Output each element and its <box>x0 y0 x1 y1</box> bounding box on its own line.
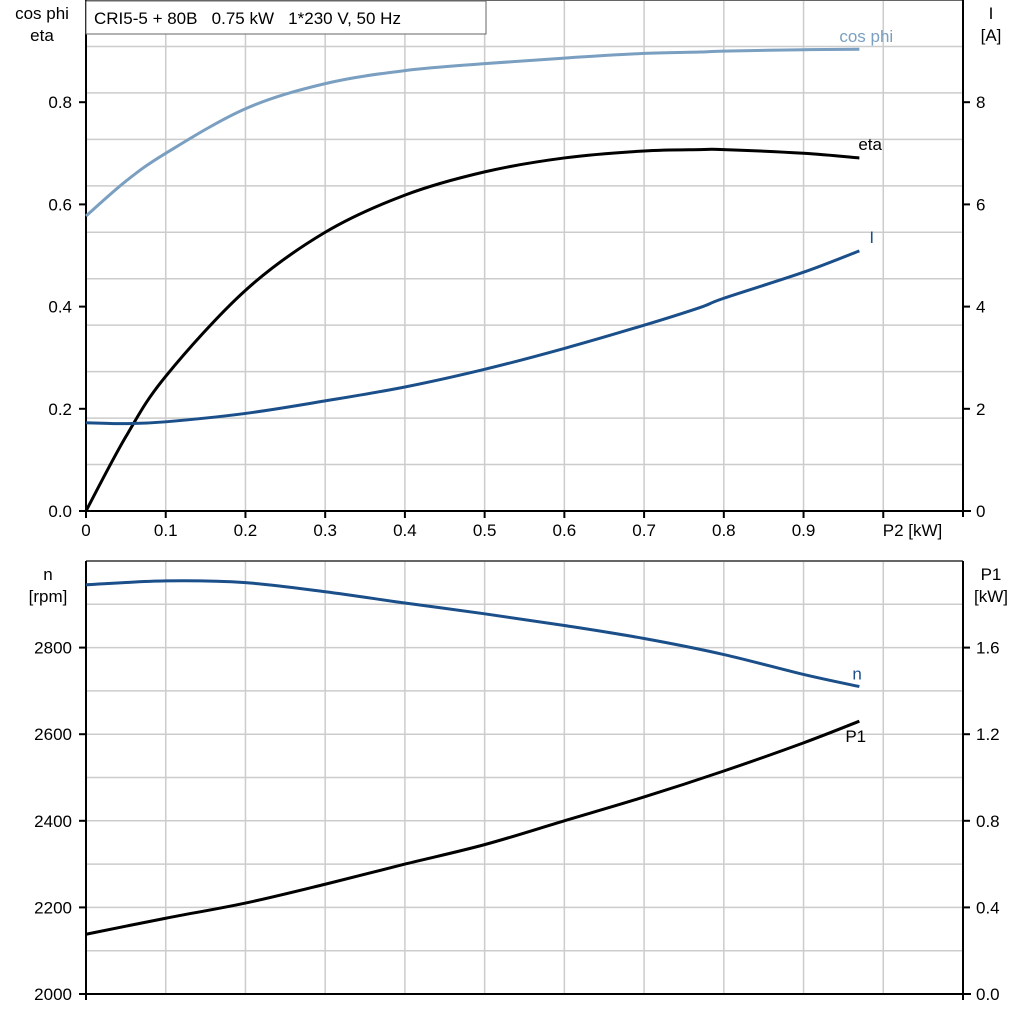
series-label-i: I <box>869 228 874 247</box>
x-tick-label: 0.9 <box>792 521 816 540</box>
title-box <box>85 0 487 35</box>
y-left-tick-label: 2400 <box>34 812 72 831</box>
y-right-axis-title: [A] <box>981 26 1002 45</box>
y-right-tick-label: 2 <box>976 400 985 419</box>
y-left-tick-label: 2600 <box>34 725 72 744</box>
series-label-p1: P1 <box>845 727 866 746</box>
bottom-chart: 2000 2200 2400 2600 2800 0.0 0.4 0.8 1.2 1.6 n [rpm… <box>29 560 1008 1004</box>
y-left-axis-title: eta <box>30 26 54 45</box>
series-line-cos-phi <box>85 47 860 218</box>
y-right-tick-label: 1.6 <box>976 639 1000 658</box>
y-left-tick-label: 2000 <box>34 985 72 1004</box>
x-tick-label: 0.6 <box>553 521 577 540</box>
y-left-tick-label: 0.8 <box>48 93 72 112</box>
y-left-tick-label: 2800 <box>34 639 72 658</box>
y-left-tick-label: 2200 <box>34 898 72 917</box>
series-label-cos-phi: cos phi <box>839 27 893 46</box>
y-right-tick-label: 0.8 <box>976 812 1000 831</box>
y-left-axis-title: [rpm] <box>29 587 68 606</box>
y-right-axis-title: P1 <box>981 565 1002 584</box>
y-right-tick-label: 4 <box>976 298 985 317</box>
y-right-tick-label: 0 <box>976 502 985 521</box>
x-tick-label: 0.8 <box>712 521 736 540</box>
series-label-n: n <box>852 665 861 684</box>
x-axis-title: P2 [kW] <box>883 521 943 540</box>
series-line-n <box>85 579 860 689</box>
y-left-axis-title: n <box>43 565 52 584</box>
x-tick-label: 0.5 <box>473 521 497 540</box>
x-tick-label: 0.1 <box>154 521 178 540</box>
y-left-axis-title: cos phi <box>15 4 69 23</box>
y-left-tick-label: 0.6 <box>48 195 72 214</box>
y-left-tick-label: 0.0 <box>48 502 72 521</box>
y-right-axis-title: [kW] <box>974 587 1008 606</box>
x-tick-label: 0.7 <box>632 521 656 540</box>
y-right-tick-label: 0.0 <box>976 985 1000 1004</box>
y-left-tick-label: 0.2 <box>48 400 72 419</box>
y-right-axis-title: I <box>989 4 994 23</box>
y-right-tick-label: 6 <box>976 195 985 214</box>
x-tick-label: 0.3 <box>313 521 337 540</box>
series-label-eta: eta <box>858 135 882 154</box>
y-right-tick-label: 0.4 <box>976 898 1000 917</box>
x-tick-label: 0.2 <box>234 521 258 540</box>
series-line-p1 <box>85 719 860 936</box>
y-right-tick-label: 1.2 <box>976 725 1000 744</box>
x-tick-label: 0 <box>81 521 90 540</box>
top-chart: 0.0 0.2 0.4 0.6 0.8 0 2 4 6 8 cos phi eta I [A] 0 0.1 0.… <box>15 0 1001 540</box>
y-left-tick-label: 0.4 <box>48 298 72 317</box>
x-tick-label: 0.4 <box>393 521 417 540</box>
chart-title: CRI5-5 + 80B 0.75 kW 1*230 V, 50 Hz <box>94 9 401 28</box>
series-line-eta <box>84 147 860 512</box>
y-right-tick-label: 8 <box>976 93 985 112</box>
series-line-i <box>85 249 860 426</box>
